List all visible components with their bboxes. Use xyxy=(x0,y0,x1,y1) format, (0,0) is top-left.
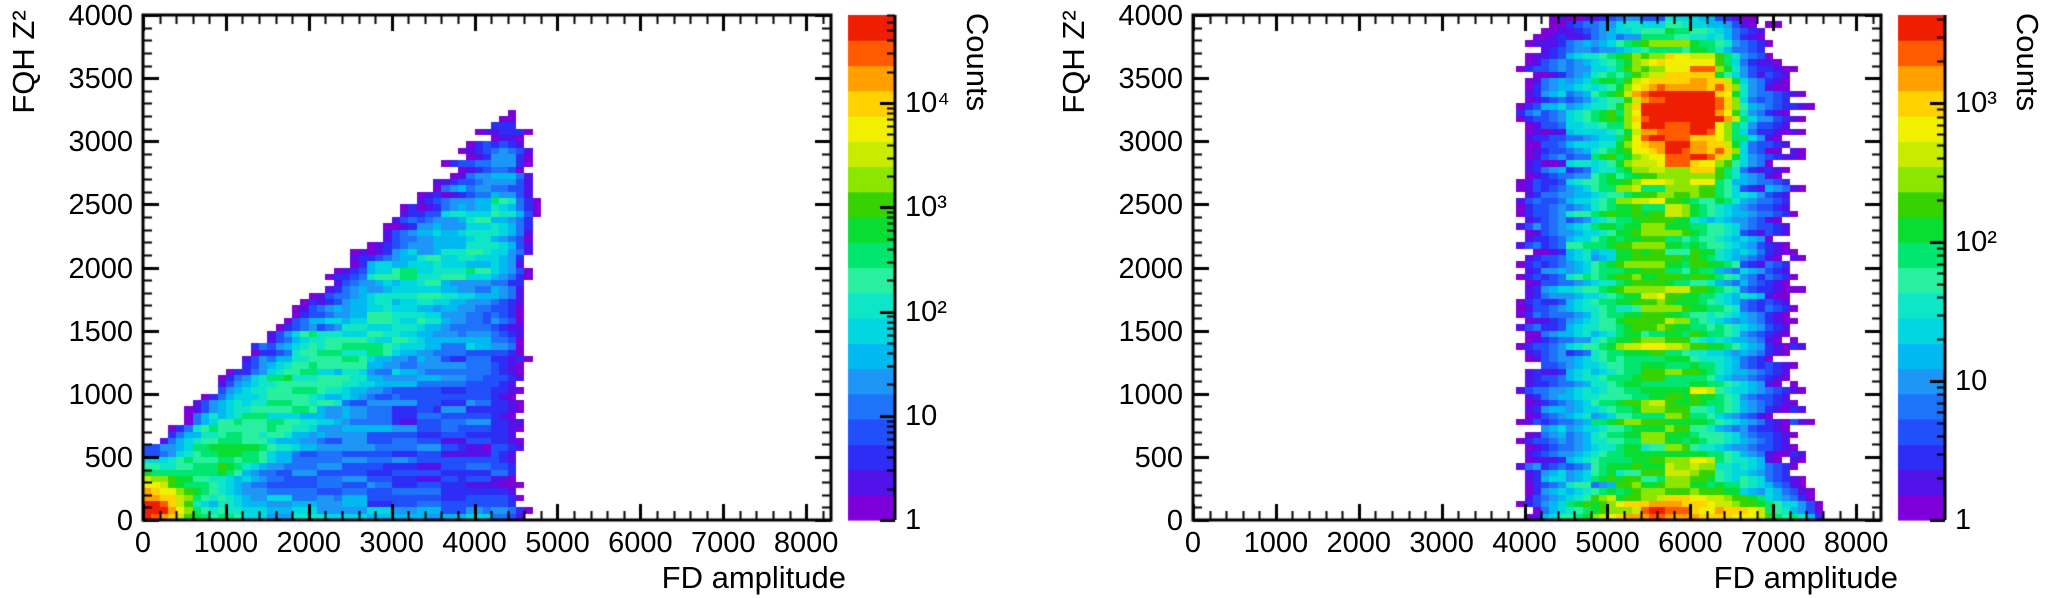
colorbar-title-right: Counts xyxy=(2010,12,2045,112)
x-axis-title-right: FD amplitude xyxy=(1713,560,1898,595)
y-axis-title-left: FQH Z² xyxy=(6,10,41,114)
x-axis-title-left: FD amplitude xyxy=(661,560,846,595)
y-axis-title-right: FQH Z² xyxy=(1056,10,1091,114)
colorbar-title-left: Counts xyxy=(960,12,995,112)
